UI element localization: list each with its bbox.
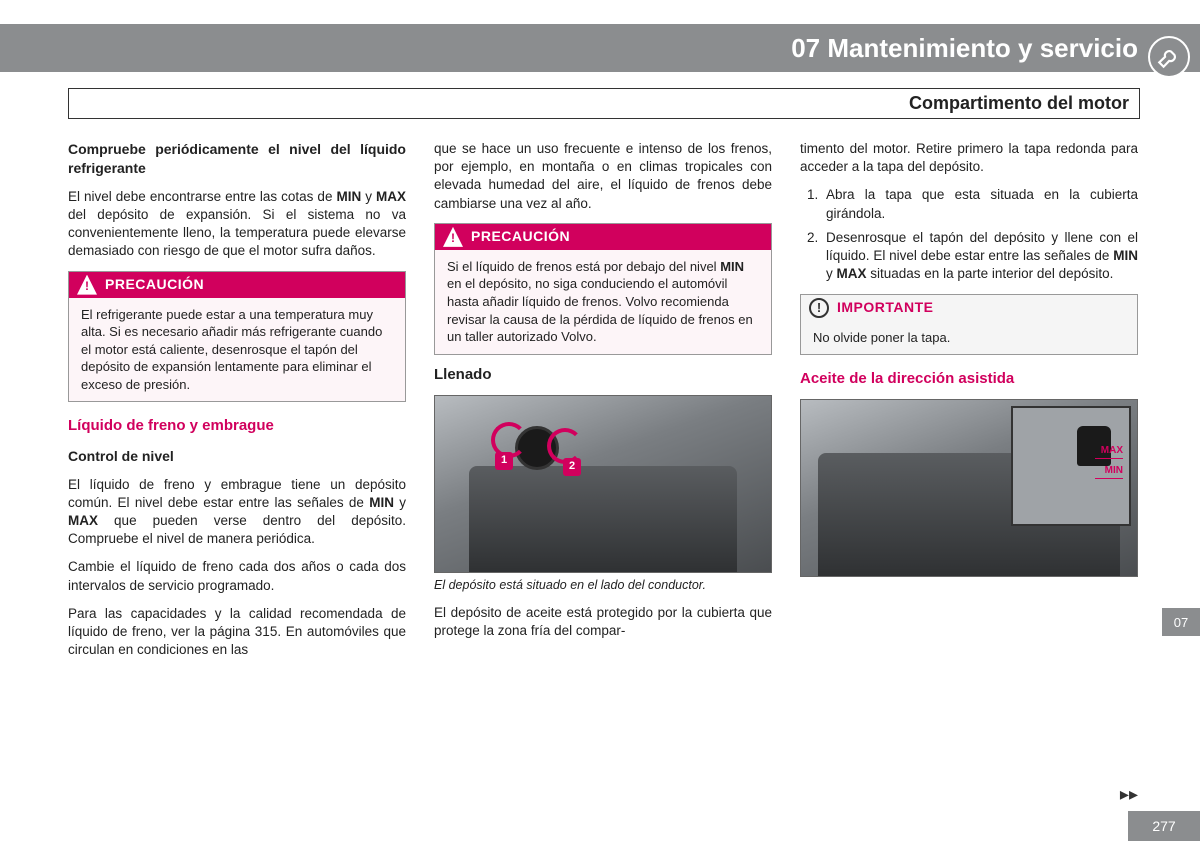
col3-h1: Aceite de la dirección asistida — [800, 369, 1138, 389]
col1-heading: Compruebe periódicamente el nivel del lí… — [68, 140, 406, 178]
column-2: que se hace un uso frecuente e intenso d… — [434, 140, 772, 670]
figure-brake-reservoir: 1 2 — [434, 395, 772, 573]
page-number: 277 — [1128, 811, 1200, 841]
chapter-header: 07 Mantenimiento y servicio — [0, 24, 1200, 72]
marker-2: 2 — [563, 458, 581, 476]
warning-body: El refrigerante puede estar a una temper… — [69, 298, 405, 402]
col1-p1: El nivel debe encontrarse entre las cota… — [68, 188, 406, 261]
col1-p3: Cambie el líquido de freno cada dos años… — [68, 558, 406, 594]
content-columns: Compruebe periódicamente el nivel del lí… — [68, 140, 1140, 670]
important-header: ! IMPORTANTE — [801, 295, 1137, 321]
min-line — [1095, 478, 1123, 479]
col1-h3: Control de nivel — [68, 447, 406, 466]
wrench-icon — [1148, 36, 1190, 78]
col2-h1: Llenado — [434, 365, 772, 385]
figure-caption: El depósito está situado en el lado del … — [434, 577, 772, 594]
col1-p4: Para las capacidades y la calidad recome… — [68, 605, 406, 660]
min-label: MIN — [1105, 464, 1123, 478]
important-title: IMPORTANTE — [837, 298, 934, 317]
max-line — [1095, 458, 1123, 459]
col1-h2: Líquido de freno y embrague — [68, 416, 406, 436]
important-box: ! IMPORTANTE No olvide poner la tapa. — [800, 294, 1138, 356]
col2-p2: El depósito de aceite está protegido por… — [434, 604, 772, 640]
steps-list: Abra la tapa que esta situada en la cubi… — [800, 186, 1138, 283]
step-1: Abra la tapa que esta situada en la cubi… — [822, 186, 1138, 222]
side-tab: 07 — [1162, 608, 1200, 636]
column-3: timento del motor. Retire primero la tap… — [800, 140, 1138, 670]
warning-header: PRECAUCIÓN — [69, 272, 405, 298]
warning-triangle-icon — [77, 275, 97, 295]
warning-body-2: Si el líquido de frenos está por debajo … — [435, 250, 771, 354]
warning-title: PRECAUCIÓN — [105, 275, 204, 294]
section-box: Compartimento del motor — [68, 88, 1140, 119]
continue-icon: ▸▸ — [1120, 784, 1138, 805]
col2-p1: que se hace un uso frecuente e intenso d… — [434, 140, 772, 213]
warning-header-2: PRECAUCIÓN — [435, 224, 771, 250]
max-label: MAX — [1101, 444, 1123, 458]
figure-steering-fluid: MAX MIN — [800, 399, 1138, 577]
warning-box-2: PRECAUCIÓN Si el líquido de frenos está … — [434, 223, 772, 355]
warning-box-1: PRECAUCIÓN El refrigerante puede estar a… — [68, 271, 406, 403]
info-circle-icon: ! — [809, 298, 829, 318]
figure-inset: MAX MIN — [1011, 406, 1131, 526]
marker-1: 1 — [495, 452, 513, 470]
warning-title-2: PRECAUCIÓN — [471, 227, 570, 246]
col1-p2: El líquido de freno y embrague tiene un … — [68, 476, 406, 549]
warning-triangle-icon — [443, 227, 463, 247]
engine-cover — [469, 466, 738, 572]
important-body: No olvide poner la tapa. — [801, 321, 1137, 355]
section-title: Compartimento del motor — [909, 93, 1129, 113]
column-1: Compruebe periódicamente el nivel del lí… — [68, 140, 406, 670]
chapter-title: 07 Mantenimiento y servicio — [791, 33, 1138, 64]
step-2: Desenrosque el tapón del depósito y llen… — [822, 229, 1138, 284]
col3-p1: timento del motor. Retire primero la tap… — [800, 140, 1138, 176]
